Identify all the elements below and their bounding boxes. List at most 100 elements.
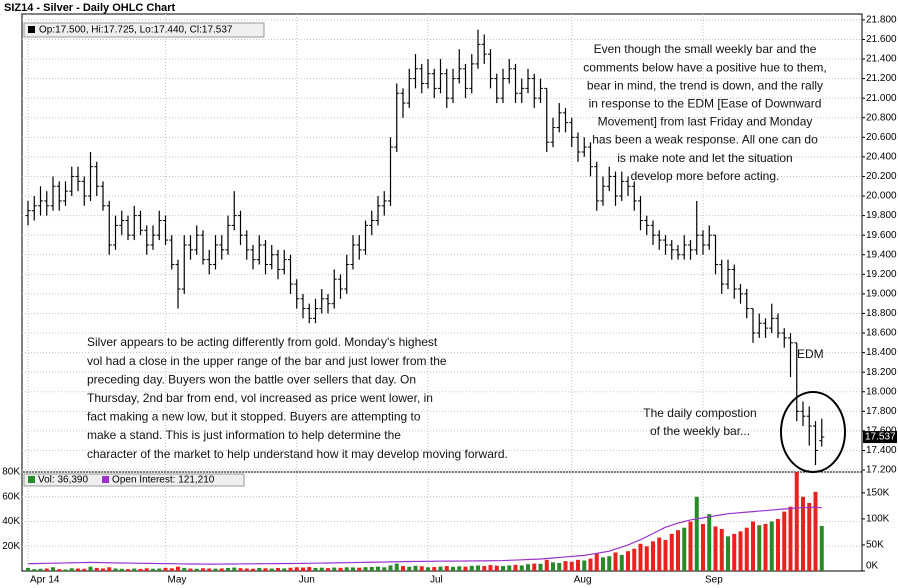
x-tick-label: Jul — [430, 575, 443, 586]
volume-bar — [326, 568, 330, 571]
annotation: bear in mind, the trend is down, and the… — [587, 78, 823, 92]
annotation: fact making a new low, but it stopped. B… — [87, 410, 421, 424]
y-tick-label: 19.400 — [866, 249, 897, 260]
volume-bar — [332, 567, 337, 571]
annotation: of the weekly bar... — [650, 424, 750, 438]
volume-bar — [557, 562, 562, 571]
volume-bar — [419, 566, 424, 571]
volume-bar — [794, 472, 799, 571]
volume-bar — [194, 568, 199, 571]
volume-bar — [213, 568, 218, 571]
volume-bar — [457, 566, 462, 571]
volume-bar — [701, 523, 705, 571]
volume-bar — [538, 563, 543, 571]
price-legend-swatch — [28, 26, 35, 33]
y-tick-label: 20.600 — [866, 132, 897, 143]
volume-bar — [357, 567, 362, 571]
volume-bar — [463, 566, 468, 571]
annotation: develop more before acting. — [631, 169, 780, 183]
open-interest-line — [27, 506, 822, 565]
volume-bar — [63, 569, 68, 571]
volume-bar — [569, 561, 574, 571]
volume-bar — [532, 563, 537, 571]
y-tick-label: 18.000 — [866, 386, 897, 397]
volume-bar — [719, 528, 724, 571]
y-tick-label: 18.800 — [866, 308, 897, 319]
y-tick-label: 80K — [2, 467, 20, 478]
y-tick-label: 21.000 — [866, 93, 897, 104]
highlight-ellipse — [780, 391, 846, 473]
annotation: Movement] from last Friday and Monday — [598, 115, 813, 129]
y2-tick-label: 100K — [866, 514, 890, 525]
annotation: has been a weak response. All one can do — [592, 133, 818, 147]
volume-bar — [138, 568, 143, 571]
volume-bar — [651, 541, 655, 571]
volume-bar — [657, 537, 662, 571]
y-tick-label: 20.400 — [866, 152, 897, 163]
volume-bar — [688, 521, 693, 571]
volume-bar — [207, 568, 212, 571]
annotation: Even though the small weekly bar and the — [594, 42, 817, 56]
volume-bar — [407, 566, 412, 571]
volume-bar — [269, 568, 274, 571]
volume-bar — [282, 568, 287, 571]
volume-bar — [726, 536, 730, 571]
volume-bar — [201, 568, 205, 571]
volume-bar — [451, 566, 455, 571]
volume-bar — [394, 563, 399, 571]
volume-bar — [144, 568, 149, 571]
volume-bar — [38, 568, 43, 571]
volume-bar — [776, 519, 780, 571]
volume-bar — [813, 491, 818, 571]
volume-bar — [319, 567, 324, 571]
chart-title: SIZ14 - Silver - Daily OHLC Chart — [4, 2, 175, 14]
volume-bar — [613, 552, 618, 571]
x-tick-label: Aug — [574, 575, 592, 586]
y-tick-label: 20.800 — [866, 112, 897, 123]
volume-bar — [682, 527, 687, 571]
volume-bar — [594, 553, 599, 571]
volume-bar — [263, 568, 268, 571]
volume-bar — [563, 561, 568, 571]
volume-bar — [413, 565, 418, 571]
annotation: Silver appears to be acting differently … — [87, 335, 438, 349]
volume-bar — [432, 567, 437, 571]
y-tick-label: 19.800 — [866, 210, 897, 221]
y-tick-label: 19.000 — [866, 289, 897, 300]
volume-bar — [588, 558, 593, 571]
volume-bar — [763, 523, 768, 571]
volume-bar — [101, 568, 105, 571]
volume-bar — [632, 548, 637, 571]
volume-bar — [426, 567, 430, 571]
volume-bar — [126, 569, 130, 571]
volume-bar — [219, 568, 224, 571]
volume-bar — [157, 568, 162, 571]
volume-bar — [238, 568, 243, 571]
volume-bar — [257, 567, 262, 571]
annotation: in response to the EDM [Ease of Downward — [589, 96, 822, 110]
volume-bar — [251, 568, 255, 571]
x-tick-label: Jun — [299, 575, 315, 586]
legend-swatch — [28, 476, 35, 483]
y2-tick-label: 150K — [866, 487, 890, 498]
volume-bar — [713, 526, 718, 571]
volume-bar — [288, 567, 293, 571]
y-tick-label: 20.200 — [866, 171, 897, 182]
volume-bar — [369, 566, 374, 571]
y-tick-label: 40K — [2, 516, 20, 527]
volume-bar — [607, 556, 612, 571]
volume-bar — [513, 564, 518, 571]
plot-layer: 17.200 17.400 17.600 17.800 18.000 18.200 18.4… — [2, 14, 897, 586]
volume-bar — [388, 565, 393, 571]
volume-legend-box — [23, 473, 245, 487]
legend-label: Vol: 36,390 — [38, 475, 88, 486]
volume-bar — [363, 567, 368, 571]
annotation: is make note and let the situation — [617, 151, 792, 165]
volume-bar — [107, 567, 112, 571]
annotation: Thursday, 2nd bar from end, vol increase… — [87, 391, 433, 405]
volume-bar — [582, 560, 587, 571]
volume-bar — [676, 530, 680, 571]
volume-bar — [601, 557, 605, 571]
volume-bar — [469, 565, 474, 571]
